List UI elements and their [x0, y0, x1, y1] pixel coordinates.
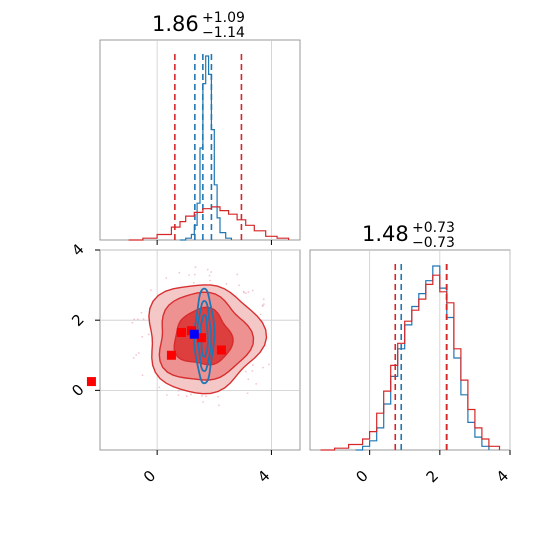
title-median: 1.86 — [152, 12, 199, 36]
y-tick-label: 4 — [68, 240, 87, 259]
sample-point — [133, 318, 136, 321]
panel-marginal-x-frame — [99, 39, 301, 241]
sample-point — [150, 289, 152, 292]
sample-point — [262, 366, 264, 369]
sample-point — [178, 271, 181, 274]
sample-point — [238, 284, 240, 287]
sample-point — [188, 274, 191, 276]
x-tick-label: 0 — [140, 467, 159, 486]
panel-marginal-y-frame — [309, 249, 511, 451]
sample-point — [262, 298, 265, 301]
sample-point — [192, 282, 195, 284]
sample-point — [147, 333, 150, 336]
sample-point — [247, 291, 250, 293]
panel-marginal-x-title: 1.86 +1.09 −1.14 — [152, 7, 250, 41]
sample-point — [158, 386, 161, 389]
panel-marginal-x-grid — [156, 40, 272, 240]
title-plus: +1.09 — [202, 10, 245, 26]
x-tick-label: 2 — [423, 467, 442, 486]
sample-point — [177, 389, 180, 392]
sample-point — [206, 268, 209, 271]
marker-square — [176, 327, 186, 337]
panel-marginal-x-ticks — [156, 240, 272, 245]
sample-point — [259, 313, 262, 316]
x-tick-label: 4 — [493, 467, 512, 486]
panel-marginal-y-title: 1.48 +0.73 −0.73 — [362, 217, 460, 251]
panel-joint-markers — [86, 326, 226, 387]
sample-point — [194, 266, 197, 268]
panel-marginal-x: 1.86 +1.09 −1.14 — [99, 7, 301, 245]
sample-point — [165, 394, 168, 396]
sample-point — [247, 378, 250, 381]
sample-point — [136, 318, 139, 321]
sample-point — [268, 363, 270, 366]
sample-point — [251, 369, 254, 372]
marker-square — [196, 333, 206, 343]
sample-point — [193, 273, 196, 276]
hist-series-1 — [320, 274, 501, 451]
sample-point — [165, 277, 168, 279]
panel-marginal-y: 0 2 4 1.48 +0.73 −0.73 — [309, 217, 512, 486]
sample-point — [251, 289, 254, 292]
sample-point — [261, 305, 264, 307]
title-plus: +0.73 — [412, 220, 455, 236]
sample-point — [202, 401, 205, 403]
sample-point — [244, 292, 247, 295]
sample-point — [185, 395, 188, 398]
title-minus: −0.73 — [412, 235, 455, 251]
sample-point — [236, 273, 239, 276]
title-minus: −1.14 — [202, 25, 245, 41]
x-tick-label: 4 — [254, 467, 273, 486]
title-median: 1.48 — [362, 222, 409, 246]
sample-point — [209, 279, 211, 282]
marker-square — [189, 329, 199, 339]
sample-point — [201, 394, 203, 397]
sample-point — [251, 364, 254, 367]
panel-joint: 0 4 0 2 4 — [68, 240, 301, 486]
hist-series-1 — [128, 206, 290, 241]
sample-point — [225, 282, 228, 285]
sample-point — [217, 395, 219, 398]
sample-point — [141, 374, 144, 377]
x-tick-label: 0 — [352, 467, 371, 486]
sample-point — [142, 318, 145, 320]
panel-marginal-y-series — [320, 264, 501, 451]
sample-point — [210, 271, 213, 273]
sample-point — [132, 357, 135, 359]
sample-point — [141, 335, 144, 338]
marker-square — [166, 350, 176, 360]
sample-point — [218, 404, 220, 407]
marker-square — [216, 345, 226, 355]
sample-point — [262, 303, 265, 306]
sample-point — [246, 392, 249, 395]
panel-marginal-x-series — [128, 54, 290, 241]
sample-point — [135, 353, 138, 356]
panel-marginal-y-ticks: 0 2 4 — [352, 450, 512, 486]
sample-point — [137, 352, 140, 354]
sample-point — [190, 393, 192, 396]
marker-square — [86, 377, 96, 387]
y-tick-label: 0 — [68, 381, 87, 400]
sample-point — [255, 382, 258, 385]
sample-point — [205, 395, 208, 398]
hist-series-0 — [180, 55, 232, 241]
sample-point — [131, 321, 134, 324]
sample-point — [208, 274, 211, 277]
sample-point — [244, 370, 247, 373]
y-tick-label: 2 — [68, 310, 87, 329]
sample-point — [177, 394, 180, 396]
sample-point — [243, 291, 245, 294]
sample-point — [140, 311, 143, 314]
